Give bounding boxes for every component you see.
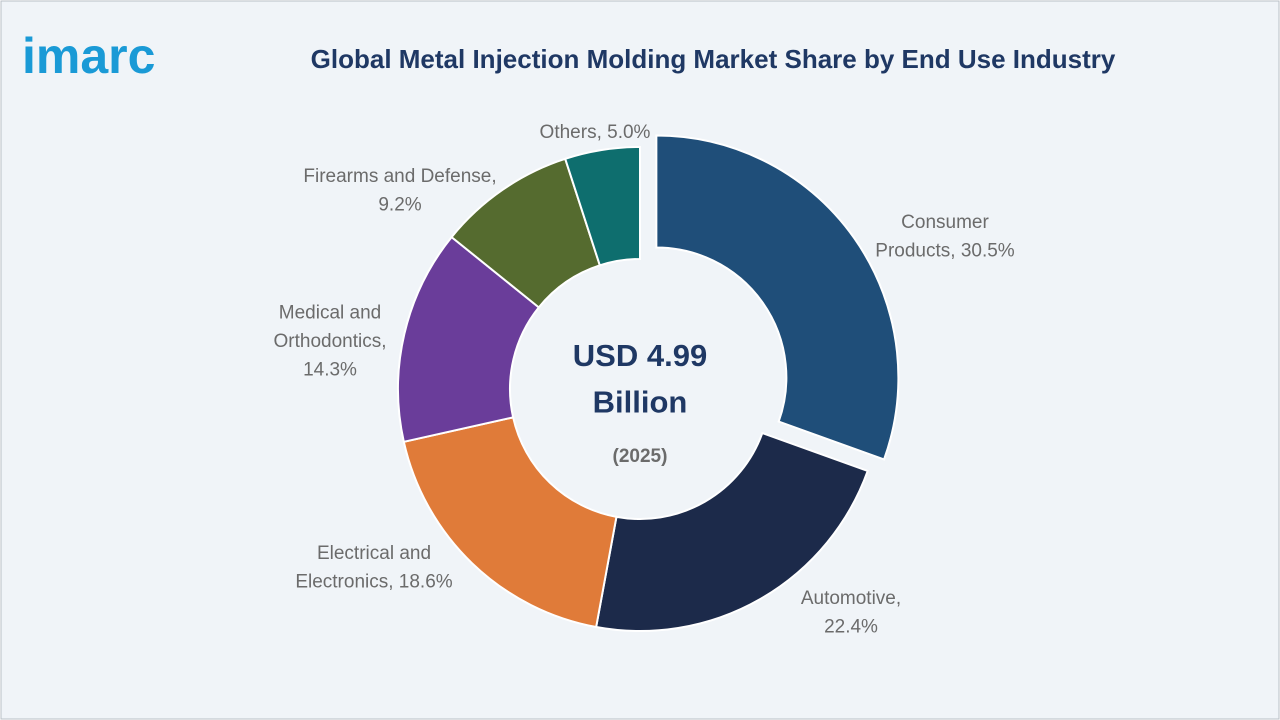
center-year: (2025) [613, 446, 668, 467]
chart-title: Global Metal Injection Molding Market Sh… [311, 44, 1116, 74]
slice-label: Automotive, 22.4% [801, 588, 901, 638]
slice-label: Others, 5.0% [540, 122, 651, 143]
center-value: USD 4.99 Billion [573, 338, 707, 420]
donut-slice [655, 134, 900, 461]
slice-label: Electrical and Electronics, 18.6% [295, 543, 452, 593]
donut-slice [563, 145, 641, 267]
slice-label: Consumer Products, 30.5% [875, 212, 1015, 262]
slice-label: Firearms and Defense, 9.2% [303, 166, 496, 216]
donut-slice [594, 431, 869, 632]
slice-label: Medical and Orthodontics, 14.3% [274, 303, 387, 381]
logo: imarc [22, 28, 155, 84]
donut-slice [402, 416, 618, 629]
